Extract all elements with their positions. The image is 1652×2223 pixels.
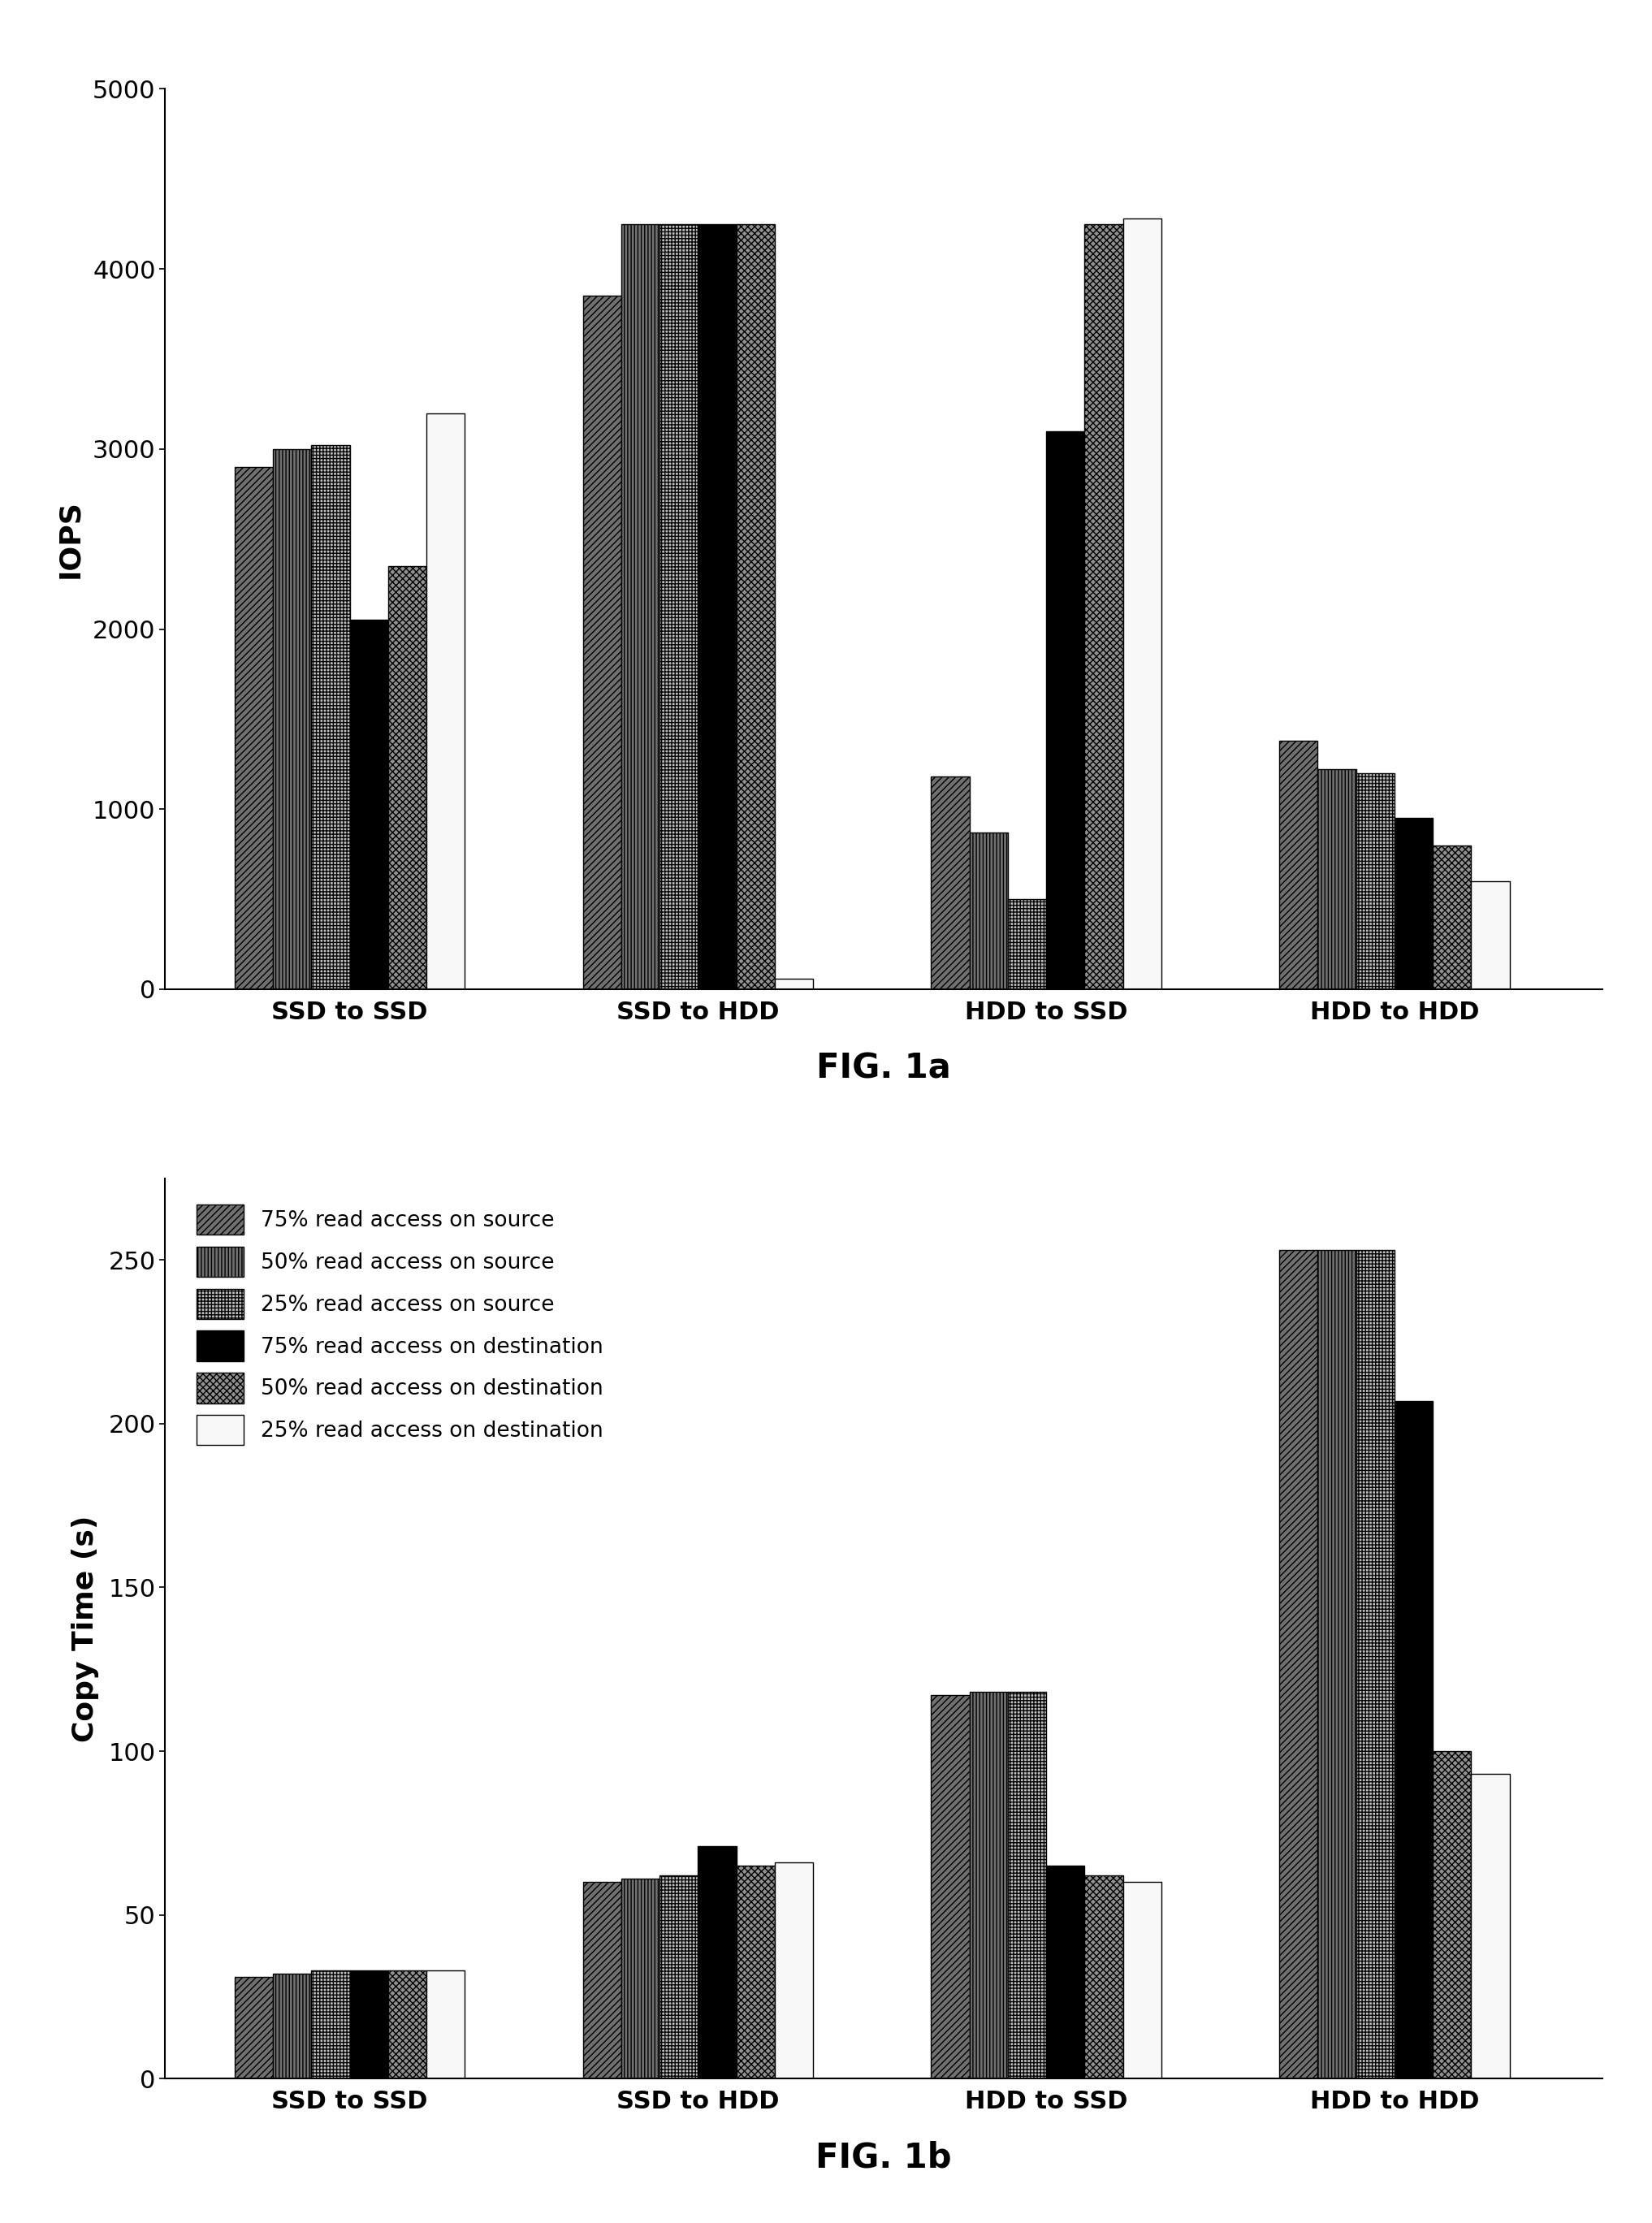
Bar [1432, 845, 1472, 989]
Bar [1084, 1876, 1123, 2079]
Bar [350, 1970, 388, 2079]
Bar [388, 567, 426, 989]
Bar [1394, 818, 1432, 989]
Bar [775, 978, 813, 989]
Bar [659, 225, 697, 989]
Bar [1046, 1865, 1084, 2079]
Bar [1008, 898, 1046, 989]
Text: FIG. 1a: FIG. 1a [816, 1051, 952, 1085]
Bar [621, 225, 659, 989]
Bar [1279, 1249, 1318, 2079]
Bar [426, 1970, 464, 2079]
Bar [1318, 1249, 1356, 2079]
Bar [1432, 1752, 1472, 2079]
Bar [311, 1970, 350, 2079]
Bar [1123, 1883, 1161, 2079]
Bar [426, 413, 464, 989]
Y-axis label: Copy Time (s): Copy Time (s) [71, 1514, 99, 1743]
Bar [659, 1876, 697, 2079]
Bar [311, 445, 350, 989]
Bar [235, 1976, 273, 2079]
Bar [970, 1692, 1008, 2079]
Legend: 75% read access on source, 50% read access on source, 25% read access on source,: 75% read access on source, 50% read acce… [190, 1198, 610, 1452]
Text: FIG. 1b: FIG. 1b [816, 2141, 952, 2174]
Bar [697, 1845, 737, 2079]
Bar [932, 1696, 970, 2079]
Bar [1279, 740, 1318, 989]
Bar [273, 449, 311, 989]
Bar [1394, 1400, 1432, 2079]
Bar [1356, 774, 1394, 989]
Bar [583, 1883, 621, 2079]
Bar [1123, 218, 1161, 989]
Bar [1046, 431, 1084, 989]
Bar [1008, 1692, 1046, 2079]
Bar [583, 296, 621, 989]
Bar [621, 1878, 659, 2079]
Y-axis label: IOPS: IOPS [56, 500, 84, 578]
Bar [273, 1974, 311, 2079]
Bar [970, 834, 1008, 989]
Bar [1356, 1249, 1394, 2079]
Bar [235, 467, 273, 989]
Bar [697, 225, 737, 989]
Bar [932, 776, 970, 989]
Bar [737, 1865, 775, 2079]
Bar [388, 1970, 426, 2079]
Bar [1084, 225, 1123, 989]
Bar [350, 620, 388, 989]
Bar [737, 225, 775, 989]
Bar [1318, 769, 1356, 989]
Bar [775, 1863, 813, 2079]
Bar [1472, 1774, 1510, 2079]
Bar [1472, 880, 1510, 989]
